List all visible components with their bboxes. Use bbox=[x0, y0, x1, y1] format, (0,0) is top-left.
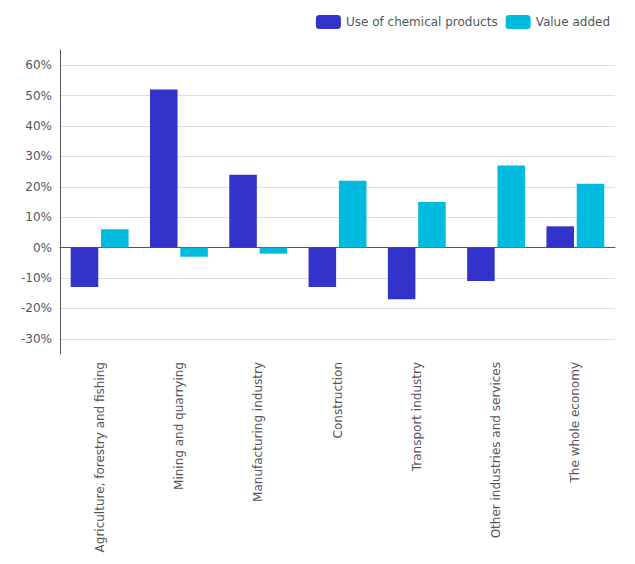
svg-text:Use of chemical products: Use of chemical products bbox=[346, 15, 498, 29]
svg-text:50%: 50% bbox=[25, 89, 52, 103]
svg-text:Mining and quarrying: Mining and quarrying bbox=[172, 362, 186, 490]
svg-text:Other industries and services: Other industries and services bbox=[489, 362, 503, 538]
svg-text:40%: 40% bbox=[25, 119, 52, 133]
svg-text:Agriculture, forestry and fish: Agriculture, forestry and fishing bbox=[93, 362, 107, 552]
svg-text:0%: 0% bbox=[33, 241, 52, 255]
svg-text:30%: 30% bbox=[25, 149, 52, 163]
svg-text:20%: 20% bbox=[25, 180, 52, 194]
svg-text:60%: 60% bbox=[25, 58, 52, 72]
svg-text:-20%: -20% bbox=[21, 301, 52, 315]
svg-text:Construction: Construction bbox=[331, 362, 345, 438]
svg-text:Manufacturing industry: Manufacturing industry bbox=[251, 362, 265, 502]
svg-text:Transport industry: Transport industry bbox=[410, 362, 424, 472]
svg-text:The whole economy: The whole economy bbox=[568, 362, 582, 484]
svg-text:Value added: Value added bbox=[536, 15, 610, 29]
svg-text:-10%: -10% bbox=[21, 271, 52, 285]
svg-text:10%: 10% bbox=[25, 210, 52, 224]
svg-text:-30%: -30% bbox=[21, 332, 52, 346]
